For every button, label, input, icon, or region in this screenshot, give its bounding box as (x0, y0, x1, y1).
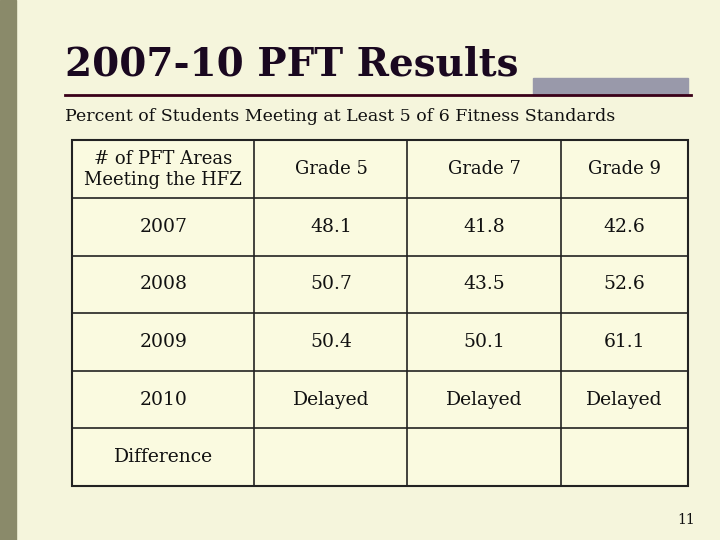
Bar (0, 0, 16, 540)
Text: 2008: 2008 (139, 275, 187, 293)
Text: 50.7: 50.7 (310, 275, 352, 293)
Text: Delayed: Delayed (446, 390, 522, 409)
Text: 2007-10 PFT Results: 2007-10 PFT Results (65, 46, 518, 84)
Text: Grade 9: Grade 9 (588, 160, 660, 178)
Text: # of PFT Areas
Meeting the HFZ: # of PFT Areas Meeting the HFZ (84, 150, 242, 188)
Text: 42.6: 42.6 (603, 218, 645, 236)
Text: Grade 7: Grade 7 (448, 160, 521, 178)
Text: Percent of Students Meeting at Least 5 of 6 Fitness Standards: Percent of Students Meeting at Least 5 o… (65, 108, 615, 125)
Text: 2009: 2009 (139, 333, 187, 351)
Bar (72, 140, 688, 486)
Text: Delayed: Delayed (293, 390, 369, 409)
Text: 2010: 2010 (139, 390, 187, 409)
Text: 50.1: 50.1 (463, 333, 505, 351)
Text: 52.6: 52.6 (603, 275, 645, 293)
Text: Difference: Difference (114, 448, 213, 466)
Text: Delayed: Delayed (586, 390, 662, 409)
Text: 61.1: 61.1 (603, 333, 645, 351)
Text: 41.8: 41.8 (463, 218, 505, 236)
Bar (533, 78, 688, 94)
Text: 43.5: 43.5 (463, 275, 505, 293)
Text: 50.4: 50.4 (310, 333, 352, 351)
Text: Grade 5: Grade 5 (294, 160, 367, 178)
Text: 11: 11 (677, 512, 695, 526)
Text: 2007: 2007 (139, 218, 187, 236)
Text: 48.1: 48.1 (310, 218, 352, 236)
